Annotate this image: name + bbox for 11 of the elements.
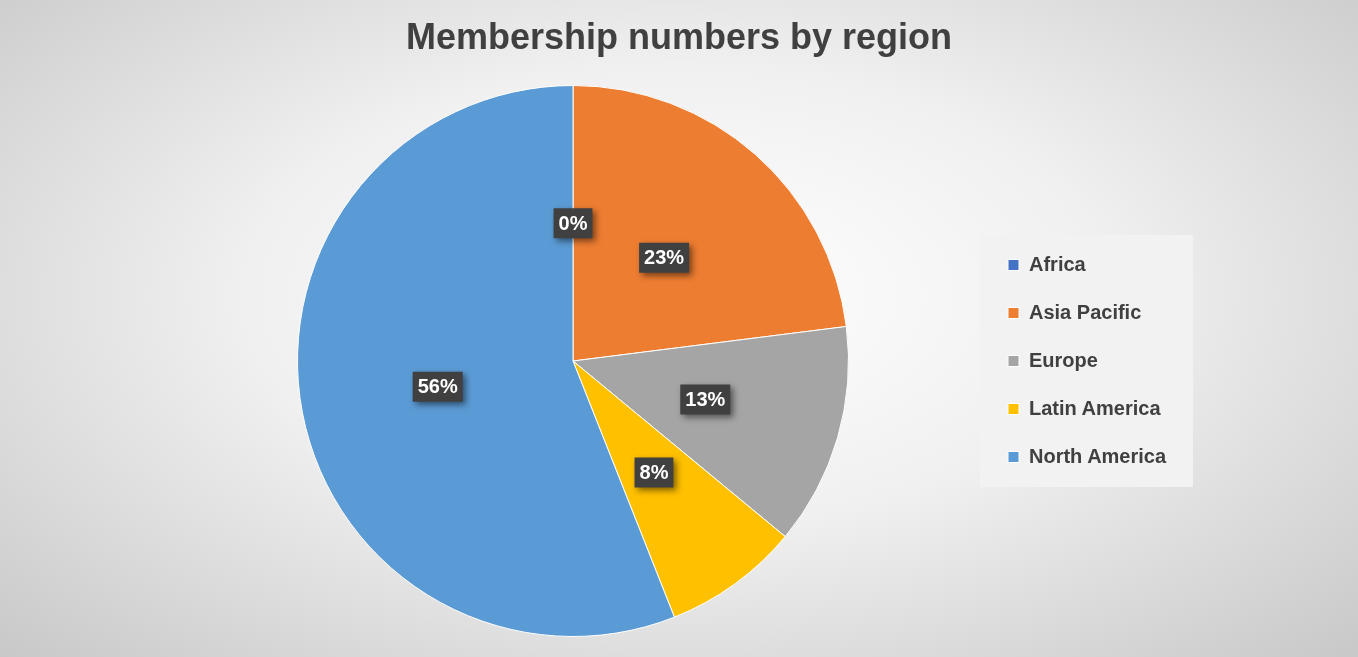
- legend-label: Europe: [1029, 348, 1098, 371]
- text: 0%: [558, 211, 588, 234]
- legend-label: North America: [1029, 444, 1167, 467]
- data-label: 23%: [644, 246, 685, 269]
- data-label: 56%: [417, 375, 458, 398]
- data-label: 13%: [685, 387, 726, 410]
- legend-label: Asia Pacific: [1029, 300, 1142, 323]
- data-label: 8%: [639, 460, 669, 483]
- chart-title: Membership numbers by region: [404, 16, 954, 58]
- legend-label: Latin America: [1029, 396, 1162, 419]
- legend-label: Africa: [1029, 252, 1087, 275]
